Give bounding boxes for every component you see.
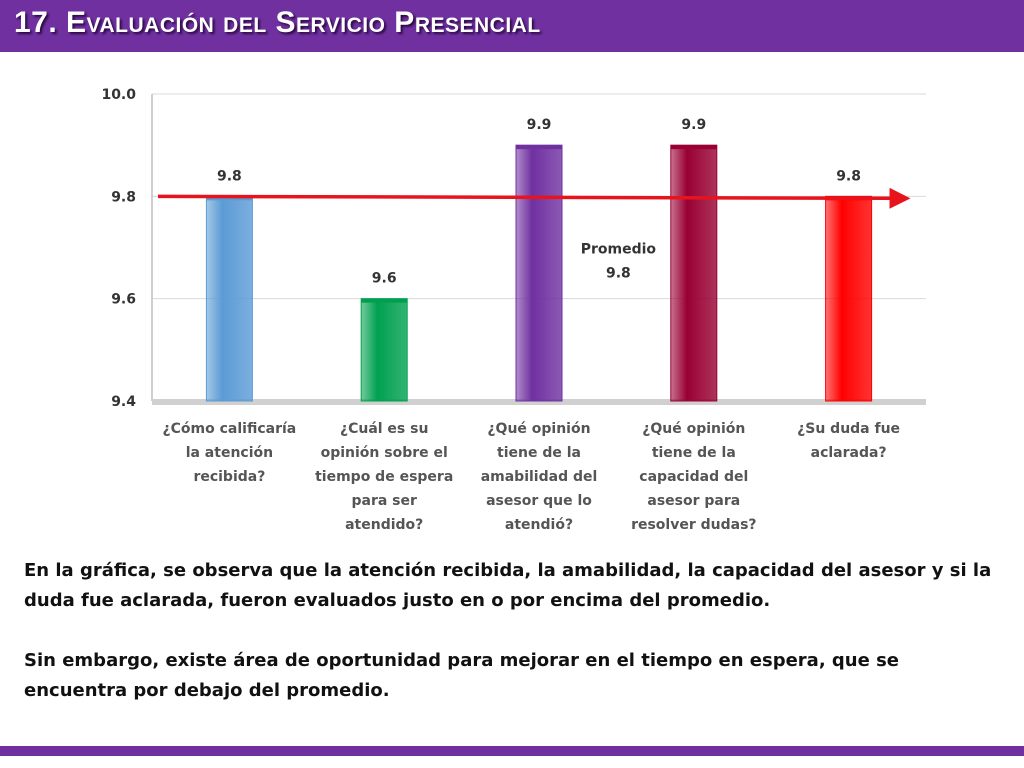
summary-paragraph-2: Sin embargo, existe área de oportunidad …: [24, 650, 900, 701]
x-category-label-line: atendido?: [345, 517, 423, 533]
data-label: 9.9: [527, 117, 552, 133]
x-category-label-line: aclarada?: [811, 445, 887, 461]
y-tick-label: 9.6: [111, 292, 136, 308]
bar-top: [361, 298, 408, 303]
data-label: 9.8: [836, 168, 861, 184]
title-bar: 17. Evaluación del Servicio Presencial: [0, 0, 1024, 52]
x-category-label-line: tiempo de espera: [315, 469, 453, 485]
x-category-label-line: tiene de la: [497, 445, 581, 461]
bar-top: [670, 145, 717, 150]
x-category-label-line: atendió?: [505, 517, 573, 533]
x-category-label-line: ¿Qué opinión: [642, 421, 745, 437]
x-category-label: ¿Cuál es su opinión sobre el tiempo de esp…: [315, 421, 453, 533]
average-label: Promedio: [581, 241, 657, 257]
x-category-label-line: la atención: [186, 445, 273, 461]
bar: [825, 195, 873, 402]
bar: [515, 144, 563, 402]
x-category-label-line: recibida?: [193, 469, 265, 485]
x-category-label-line: asesor para: [647, 493, 740, 509]
x-category-label: ¿Qué opinión tiene de la amabilidad del ase…: [481, 421, 598, 533]
x-category-label-line: ¿Cuál es su: [340, 421, 428, 437]
y-tick-label: 9.4: [111, 394, 136, 410]
x-category-label-line: asesor que lo: [486, 493, 592, 509]
bar: [205, 195, 253, 402]
x-category-label: ¿Qué opinión tiene de la capacidad del ases…: [631, 421, 756, 533]
bar-chart: 9.4 9.6 9.8 10.0 9.8 ¿Cómo calificaría la aten…: [101, 87, 926, 533]
x-category-label-line: capacidad del: [639, 469, 748, 485]
bottom-bar: [0, 746, 1024, 756]
x-category-label: ¿Su duda fue aclarada?: [797, 421, 900, 461]
x-axis-floor: [152, 399, 926, 405]
average-value-label: 9.8: [606, 265, 631, 281]
page-title: 17. Evaluación del Servicio Presencial: [14, 6, 541, 39]
bar: [670, 144, 718, 402]
x-category-label: ¿Cómo calificaría la atención recibida?: [163, 421, 297, 485]
summary-text: En la gráfica, se observa que la atenció…: [24, 556, 1004, 736]
average-line: [157, 187, 911, 209]
data-label: 9.6: [372, 271, 397, 287]
bar: [360, 298, 408, 402]
x-category-label-line: tiene de la: [652, 445, 736, 461]
x-category-label-line: opinión sobre el: [321, 445, 448, 461]
summary-paragraph-1: En la gráfica, se observa que la atenció…: [24, 560, 992, 611]
x-category-label-line: ¿Qué opinión: [487, 421, 590, 437]
data-label: 9.8: [217, 168, 242, 184]
data-label: 9.9: [681, 117, 706, 133]
bar-top: [516, 145, 562, 150]
x-category-label-line: ¿Su duda fue: [797, 421, 900, 437]
x-category-label-line: ¿Cómo calificaría: [163, 421, 297, 437]
x-category-label-line: resolver dudas?: [631, 517, 756, 533]
y-tick-label: 9.8: [111, 189, 136, 205]
y-tick-label: 10.0: [101, 87, 136, 103]
x-category-label-line: para ser: [351, 493, 417, 509]
x-category-label-line: amabilidad del: [481, 469, 598, 485]
bar-top: [206, 196, 253, 201]
